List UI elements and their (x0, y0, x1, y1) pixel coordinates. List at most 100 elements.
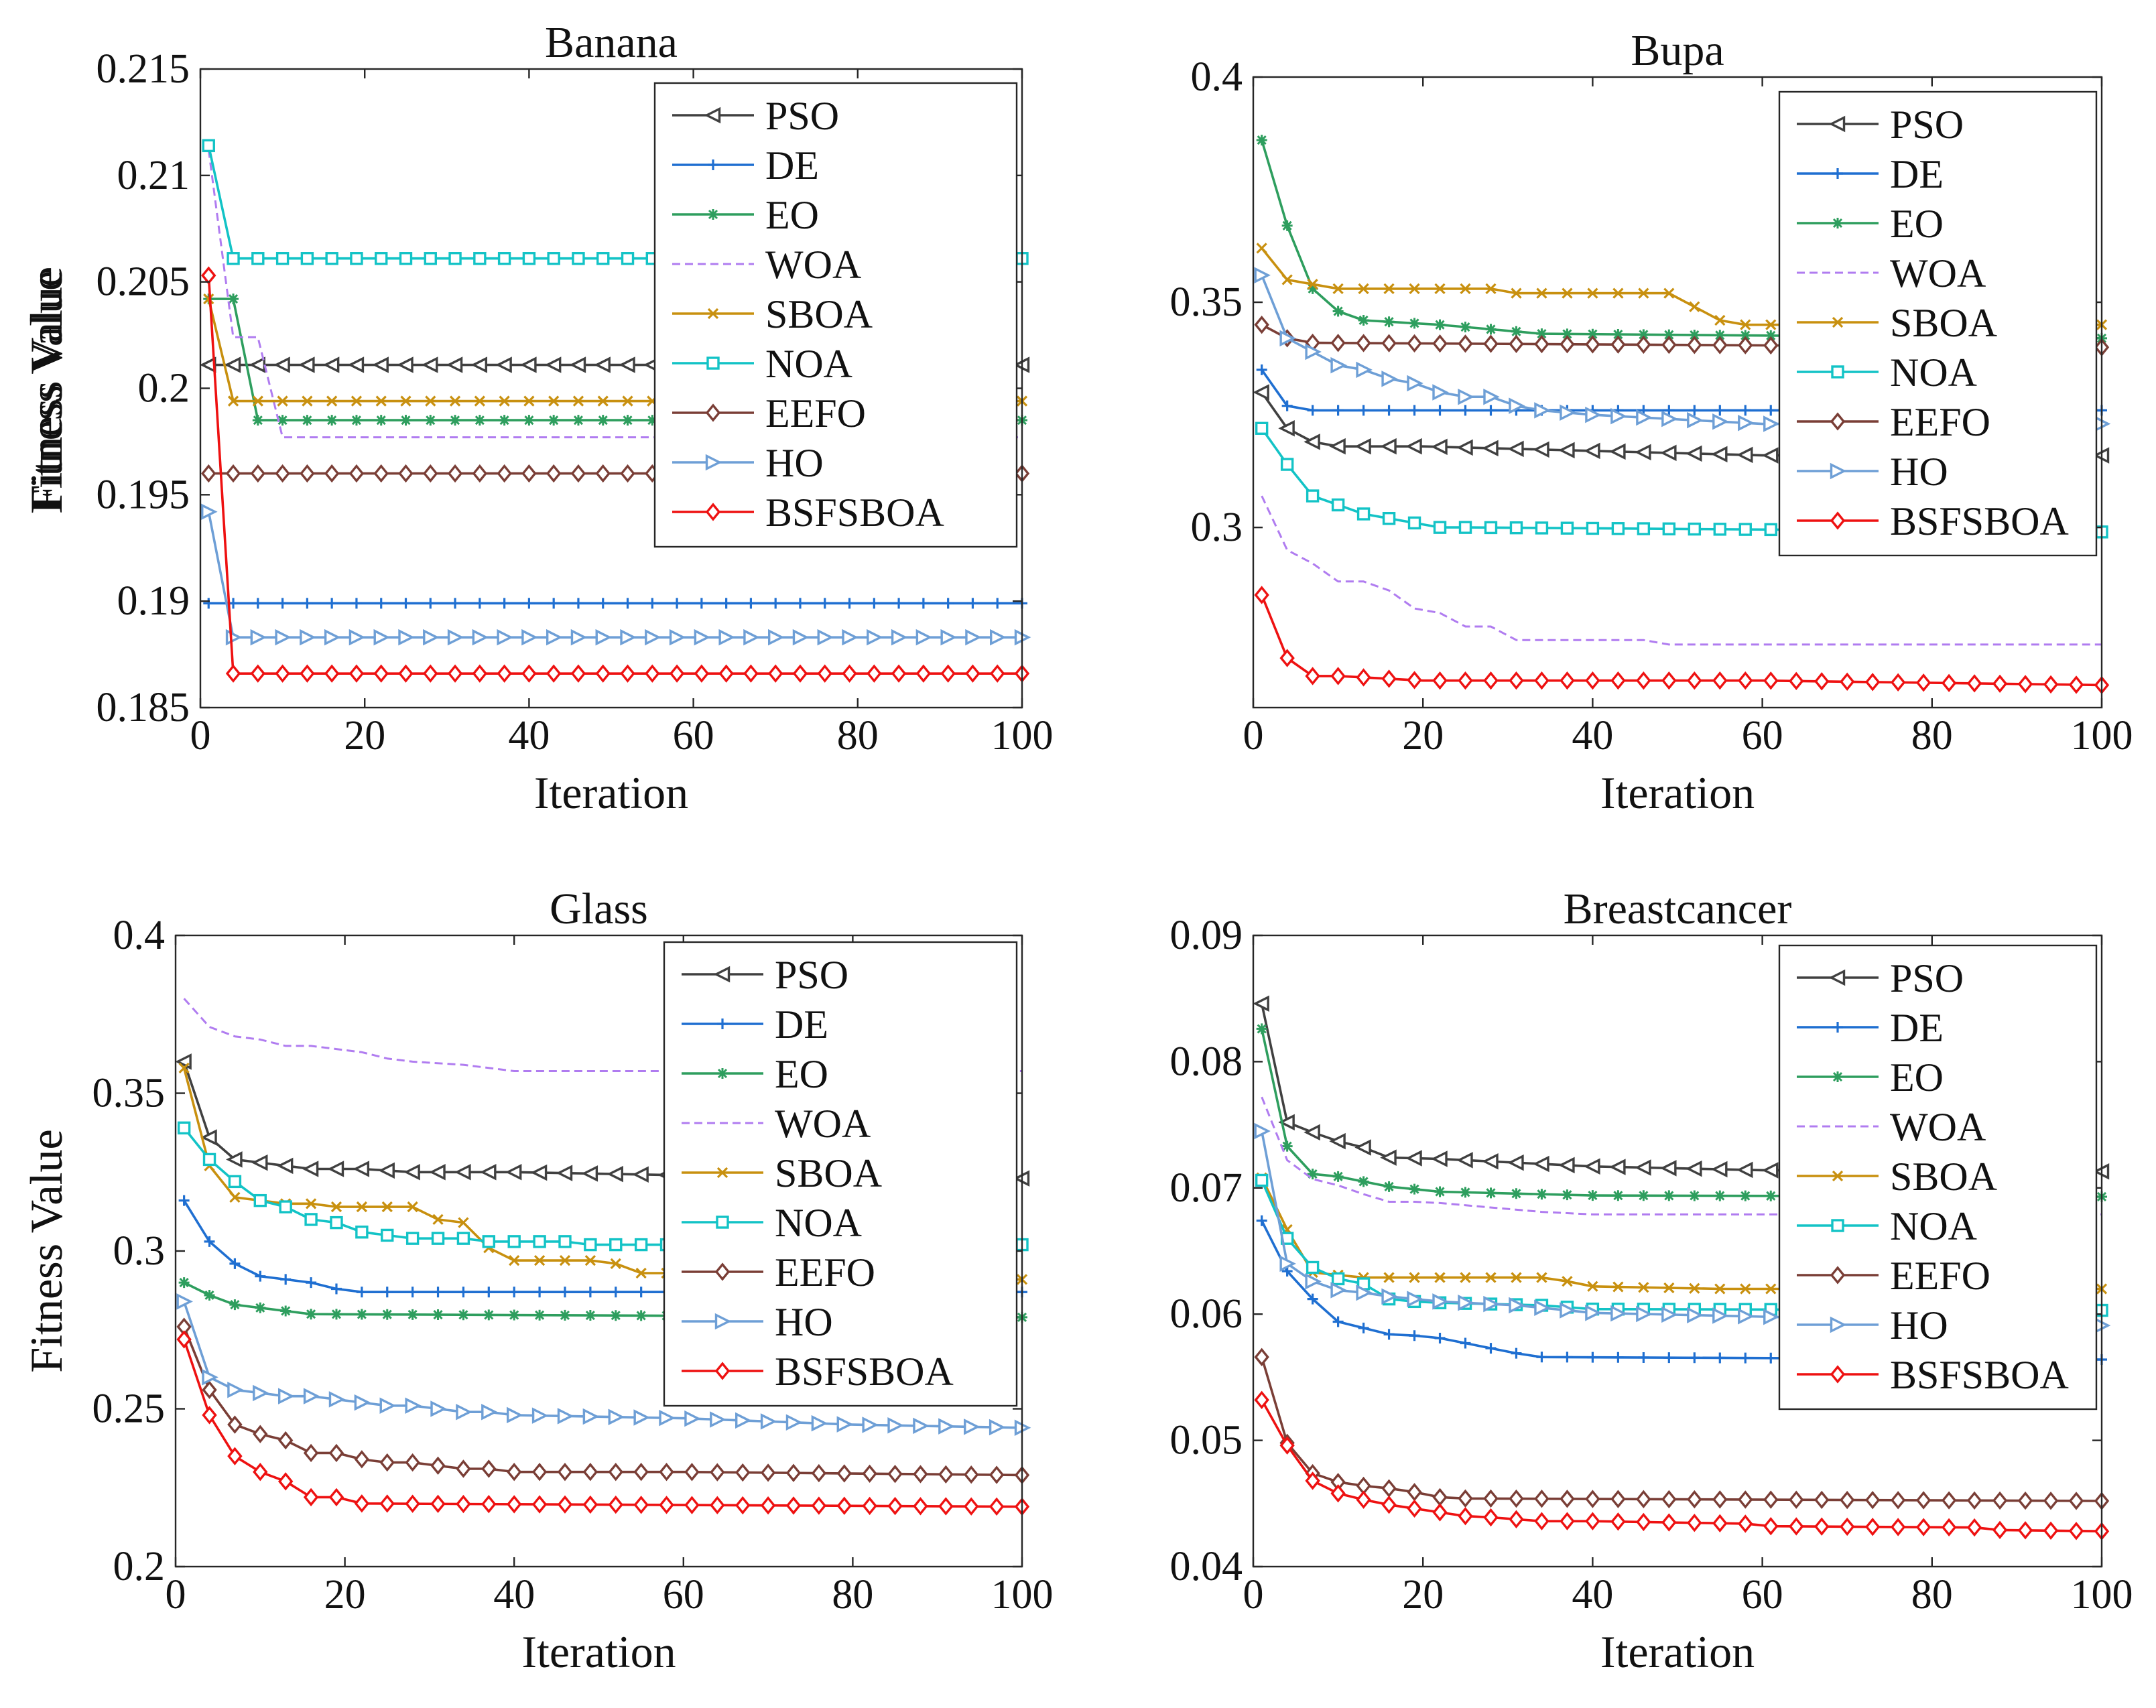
marker-bsfsboa (1915, 673, 1931, 692)
marker-eo (1434, 1186, 1446, 1197)
marker-sboa (622, 395, 633, 407)
marker-eo (1383, 316, 1395, 328)
marker-eefo (1915, 1491, 1931, 1510)
marker-eefo (557, 1463, 573, 1482)
marker-ho (645, 629, 661, 646)
marker-eefo (1458, 1489, 1473, 1508)
marker-pso (1686, 445, 1702, 462)
legend-marker-ho (1830, 462, 1847, 480)
marker-ho (447, 629, 464, 646)
marker-eefo (430, 1456, 446, 1475)
marker-de (869, 598, 880, 609)
marker-eefo (1483, 334, 1499, 353)
marker-eo (483, 1309, 495, 1321)
marker-sboa (1511, 287, 1522, 299)
marker-noa (584, 1238, 597, 1252)
marker-ho (811, 1415, 828, 1432)
legend-label-ho: HO (1890, 1303, 1948, 1348)
marker-eo (1587, 328, 1598, 340)
marker-eo (432, 1309, 444, 1321)
marker-eefo (472, 464, 488, 483)
marker-pso (1736, 446, 1753, 464)
marker-bsfsboa (1305, 667, 1320, 685)
marker-ho (1305, 343, 1322, 360)
marker-pso (1609, 1159, 1626, 1175)
marker-bsfsboa (1992, 1520, 2008, 1540)
marker-ho (1381, 371, 1398, 387)
marker-eo (1434, 319, 1446, 330)
y-tick-label: 0.21 (117, 153, 190, 198)
series-line-eefo (1260, 1356, 2102, 1502)
marker-ho (1305, 1272, 1322, 1290)
marker-sboa (584, 1254, 596, 1266)
marker-bsfsboa (1864, 1517, 1881, 1536)
marker-de (1460, 405, 1471, 416)
marker-eefo (989, 1465, 1005, 1484)
marker-noa (325, 252, 338, 265)
marker-ho (1254, 1122, 1271, 1140)
marker-eo (1281, 1140, 1293, 1152)
marker-bsfsboa (659, 1496, 674, 1514)
marker-noa (228, 1175, 242, 1189)
marker-noa (424, 252, 437, 265)
marker-de (942, 598, 954, 609)
marker-de (559, 1287, 570, 1298)
marker-ho (324, 629, 341, 646)
marker-bsfsboa (1483, 1508, 1499, 1527)
marker-noa (1611, 522, 1625, 535)
marker-sboa (1663, 1282, 1675, 1294)
marker-de (1383, 405, 1395, 416)
marker-eefo (202, 1380, 217, 1399)
marker-ho (277, 1388, 295, 1404)
marker-eefo (785, 1463, 802, 1482)
marker-ho (1738, 1308, 1755, 1325)
marker-pso (1278, 420, 1295, 437)
legend-label-sboa: SBOA (1890, 1155, 1997, 1199)
marker-bsfsboa (1763, 671, 1779, 690)
legend-marker-bsfsboa (1830, 1365, 1846, 1384)
legend-label-noa: NOA (1890, 350, 1977, 395)
marker-bsfsboa (582, 1495, 598, 1514)
marker-ho (481, 1403, 498, 1421)
marker-pso (1660, 444, 1677, 462)
marker-eo (1536, 1189, 1547, 1200)
marker-ho (743, 629, 760, 646)
marker-pso (1507, 440, 1524, 458)
marker-ho (965, 629, 982, 646)
marker-de (1689, 1352, 1700, 1364)
y-tick-label: 0.25 (92, 1386, 166, 1432)
marker-eo (302, 415, 313, 426)
y-tick-label: 0.215 (97, 46, 190, 92)
marker-bsfsboa (1458, 671, 1473, 690)
marker-ho (521, 629, 538, 646)
marker-eefo (570, 464, 586, 483)
marker-ho (1483, 1295, 1500, 1313)
marker-de (277, 598, 288, 609)
marker-noa (1662, 522, 1676, 535)
marker-bsfsboa (1330, 667, 1346, 685)
marker-de (229, 1258, 241, 1269)
y-tick-label: 0.2 (113, 1544, 166, 1589)
marker-pso (1304, 1124, 1320, 1141)
marker-de (597, 598, 609, 609)
marker-eo (1536, 328, 1547, 340)
marker-ho (669, 629, 686, 646)
marker-eefo (1585, 335, 1600, 354)
marker-eo (178, 1277, 190, 1289)
marker-noa (473, 252, 487, 265)
marker-eo (1740, 1190, 1751, 1201)
marker-sboa (1307, 279, 1318, 290)
series-line-eefo (1261, 324, 2102, 349)
legend-marker-de (1832, 168, 1843, 179)
y-axis-label: Fitness Value (21, 1129, 72, 1372)
marker-bsfsboa (913, 1497, 928, 1516)
legend-marker-eefo (1830, 1266, 1846, 1285)
marker-sboa (449, 395, 461, 407)
marker-eo (534, 1309, 546, 1321)
marker-bsfsboa (348, 664, 365, 683)
marker-sboa (548, 395, 560, 407)
marker-ho (1407, 375, 1423, 392)
marker-pso (347, 356, 365, 373)
marker-ho (1763, 415, 1780, 432)
marker-pso (1660, 1160, 1677, 1177)
